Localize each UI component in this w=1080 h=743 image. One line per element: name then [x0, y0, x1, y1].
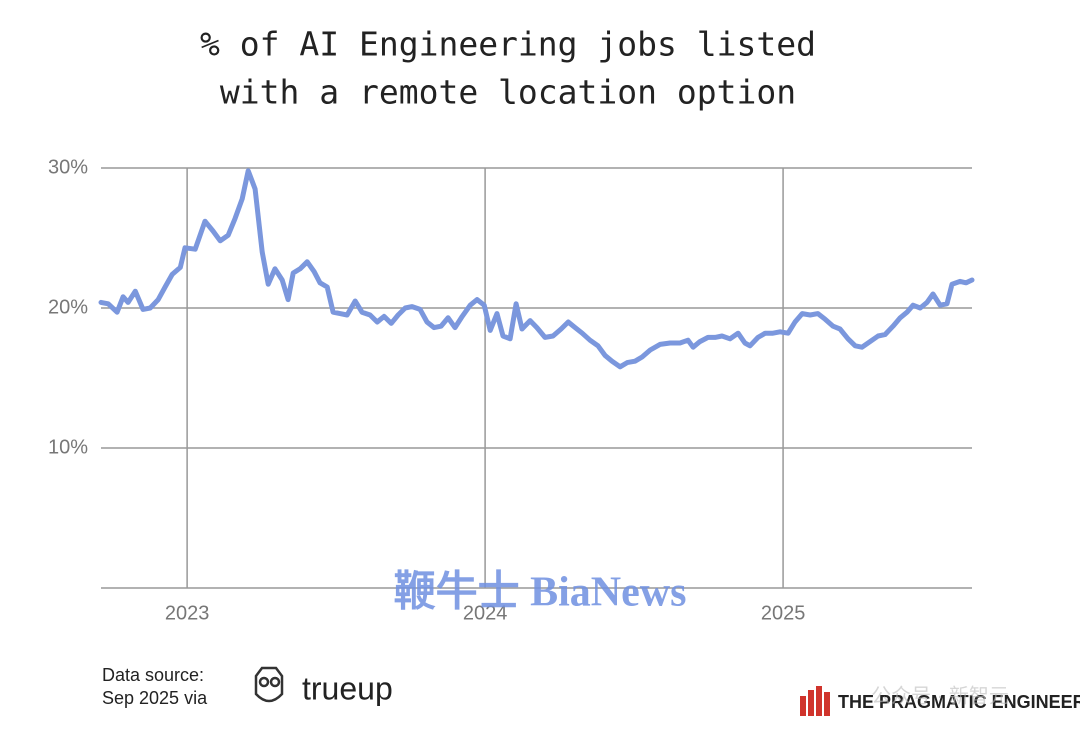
y-tick-label: 30%: [48, 156, 88, 178]
x-tick-label: 2024: [463, 602, 508, 624]
chart-title: % of AI Engineering jobs listed: [200, 25, 816, 64]
brand-text: THE PRAGMATIC ENGINEER: [838, 692, 1080, 712]
source-text: Data source:: [102, 665, 204, 685]
owl-icon: [254, 666, 284, 703]
chart-title: with a remote location option: [220, 73, 796, 112]
data-line: [98, 168, 975, 370]
plot: 10% 20% 30% 2023 2024 2025: [48, 156, 975, 624]
y-tick-label: 20%: [48, 296, 88, 318]
watermark: 鞭牛士 BiaNews: [394, 569, 687, 616]
brand-icon: [800, 686, 830, 716]
logo-text: trueup: [302, 670, 393, 706]
x-tick-label: 2025: [761, 602, 806, 624]
x-tick-label: 2023: [165, 602, 210, 624]
source-text: Sep 2025 via: [102, 688, 208, 708]
watermark: 公众号 · 新智元: [871, 684, 1009, 707]
y-tick-label: 10%: [48, 436, 88, 458]
